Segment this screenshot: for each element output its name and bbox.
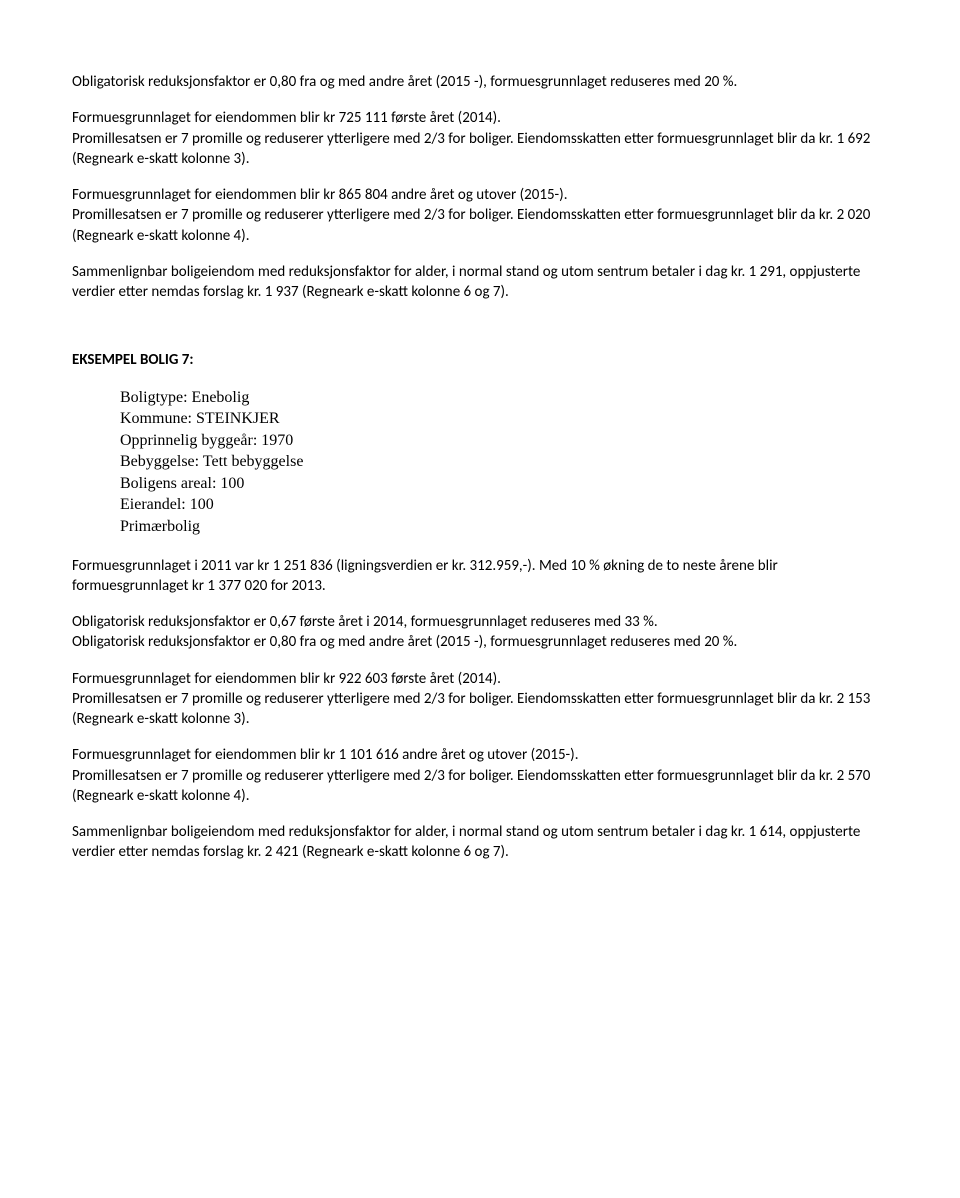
text-line: Formuesgrunnlaget for eiendommen blir kr… [72, 670, 501, 688]
spec-line: Boligens areal: 100 [120, 473, 888, 495]
text-line: Formuesgrunnlaget for eiendommen blir kr… [72, 746, 578, 764]
spec-line: Primærbolig [120, 516, 888, 538]
text-line: Promillesatsen er 7 promille og redusere… [72, 690, 870, 728]
text-line: Formuesgrunnlaget for eiendommen blir kr… [72, 109, 501, 127]
text-line: Formuesgrunnlaget for eiendommen blir kr… [72, 186, 567, 204]
spec-block: Boligtype: Enebolig Kommune: STEINKJER O… [120, 387, 888, 538]
paragraph: Formuesgrunnlaget for eiendommen blir kr… [72, 669, 888, 730]
spec-line: Opprinnelig byggeår: 1970 [120, 430, 888, 452]
paragraph: Formuesgrunnlaget i 2011 var kr 1 251 83… [72, 556, 888, 597]
spec-line: Eierandel: 100 [120, 494, 888, 516]
text-line: Promillesatsen er 7 promille og redusere… [72, 206, 870, 244]
text-line: Promillesatsen er 7 promille og redusere… [72, 767, 870, 805]
paragraph: Formuesgrunnlaget for eiendommen blir kr… [72, 745, 888, 806]
spec-line: Kommune: STEINKJER [120, 408, 888, 430]
section-heading: EKSEMPEL BOLIG 7: [72, 350, 888, 370]
paragraph: Formuesgrunnlaget for eiendommen blir kr… [72, 108, 888, 169]
paragraph: Obligatorisk reduksjonsfaktor er 0,80 fr… [72, 72, 888, 92]
text-line: Obligatorisk reduksjonsfaktor er 0,67 fø… [72, 613, 658, 631]
paragraph: Sammenlignbar boligeiendom med reduksjon… [72, 822, 888, 863]
spec-line: Bebyggelse: Tett bebyggelse [120, 451, 888, 473]
spec-line: Boligtype: Enebolig [120, 387, 888, 409]
paragraph: Obligatorisk reduksjonsfaktor er 0,67 fø… [72, 612, 888, 653]
paragraph: Sammenlignbar boligeiendom med reduksjon… [72, 262, 888, 303]
text-line: Promillesatsen er 7 promille og redusere… [72, 130, 870, 168]
paragraph: Formuesgrunnlaget for eiendommen blir kr… [72, 185, 888, 246]
text-line: Obligatorisk reduksjonsfaktor er 0,80 fr… [72, 633, 737, 651]
